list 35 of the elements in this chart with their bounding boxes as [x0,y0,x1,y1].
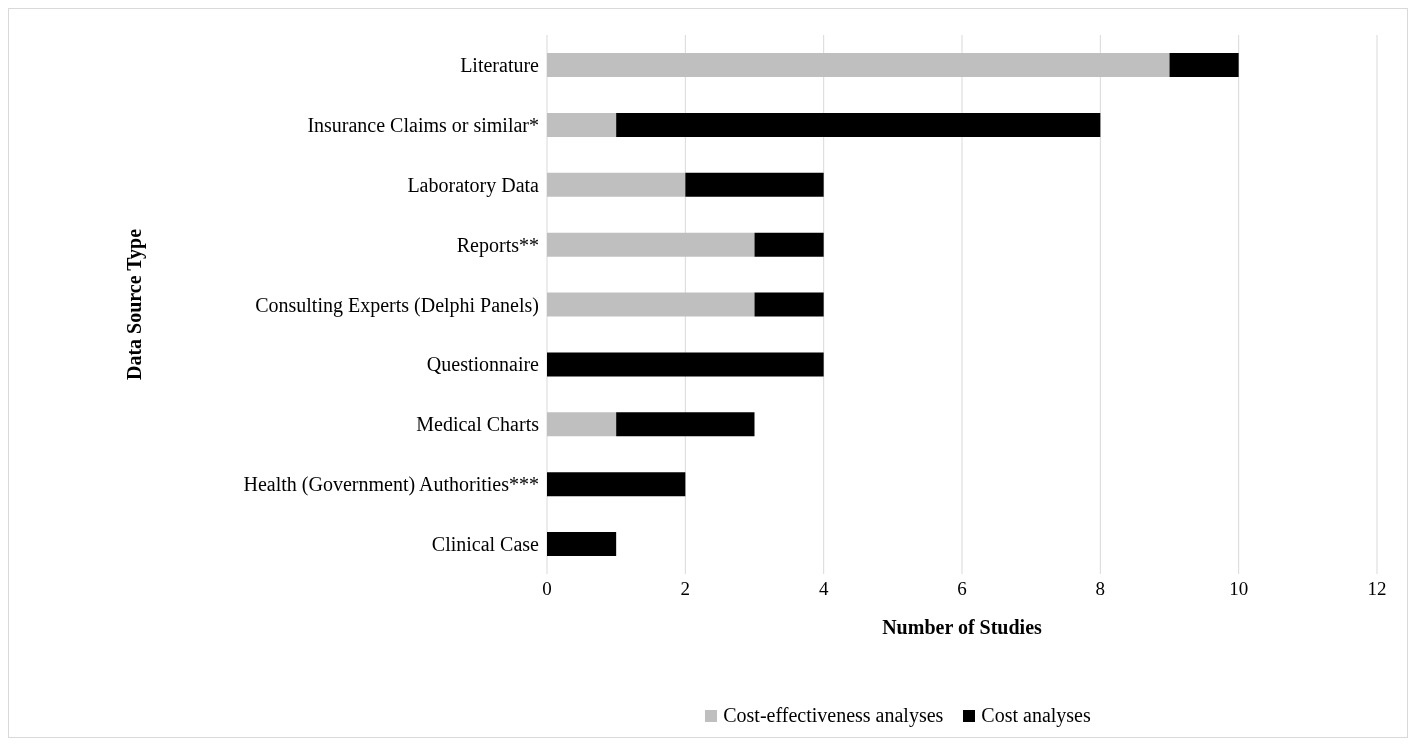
y-tick-label: Clinical Case [431,533,540,556]
bar [547,112,617,137]
bar [547,532,617,557]
bar [547,472,686,497]
y-tick-label: Consulting Experts (Delphi Panels) [255,293,539,317]
bar [547,53,1170,77]
y-tick-label: Medical Charts [416,413,540,436]
bar [547,292,755,317]
y-axis-title: Data Source Type [123,228,147,381]
x-tick-label: 0 [542,578,552,600]
bar [754,232,824,257]
x-tick-label: 2 [680,578,691,600]
x-tick-label: 8 [1095,578,1106,600]
x-tick-label: 10 [1229,578,1249,600]
y-tick-label: Literature [460,54,540,77]
bar [754,292,824,317]
y-tick-label: Insurance Claims or similar* [307,113,539,136]
x-tick-label: 6 [957,578,967,600]
y-tick-label: Health (Government) Authorities*** [243,473,539,497]
x-axis-title: Number of Studies [882,616,1043,638]
bar [547,172,686,197]
x-tick-label: 12 [1367,578,1387,600]
x-tick-label: 4 [818,578,829,600]
y-tick-label: Questionnaire [426,353,540,376]
bar [547,412,617,437]
y-tick-label: Laboratory Data [407,173,540,197]
bar [1169,53,1239,77]
bar [616,412,755,437]
y-tick-label: Reports** [456,233,539,257]
bar [547,352,824,377]
bar [685,172,824,197]
legend-label: Cost analyses [980,704,1091,727]
bar [547,232,755,257]
bar [616,112,1101,137]
legend-label: Cost-effectiveness analyses [722,704,944,727]
